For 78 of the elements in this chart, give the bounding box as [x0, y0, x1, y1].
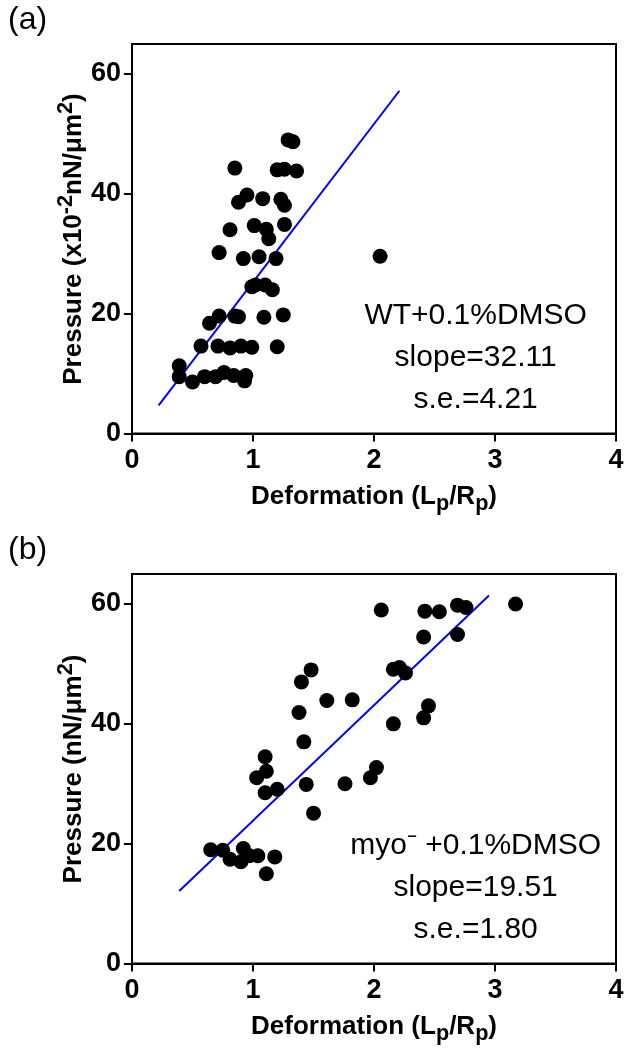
annotation: slope=19.51: [393, 868, 558, 902]
point: [431, 604, 447, 620]
point: [417, 603, 433, 619]
point: [306, 805, 322, 821]
x-axis-title: Deformation (L$_{p}$/R$_{p}$): [251, 1009, 498, 1046]
point: [257, 749, 273, 765]
x-tick-label: 2: [366, 444, 382, 475]
point: [337, 776, 353, 792]
point: [201, 315, 217, 331]
point: [416, 710, 432, 726]
point: [193, 338, 209, 354]
point: [257, 785, 273, 801]
x-tick-label: 4: [608, 974, 624, 1005]
y-tick-label: 60: [90, 587, 122, 618]
x-tick-label: 4: [608, 444, 624, 475]
point: [244, 339, 260, 355]
y-tick-label: 40: [90, 707, 122, 738]
chart-title: (a): [8, 0, 48, 37]
x-tick-label: 3: [487, 974, 503, 1005]
point: [293, 674, 309, 690]
point: [251, 249, 267, 265]
x-tick-label: 1: [245, 974, 261, 1005]
point: [319, 692, 335, 708]
point: [261, 231, 277, 247]
y-tick-label: 0: [106, 417, 122, 448]
point: [211, 245, 227, 261]
x-tick-label: 2: [366, 974, 382, 1005]
point: [246, 218, 262, 234]
x-tick-label: 3: [487, 444, 503, 475]
y-tick-label: 40: [90, 177, 122, 208]
point: [303, 662, 319, 678]
annotation: myo⁻ +0.1%DMSO: [350, 826, 602, 860]
point: [275, 307, 291, 323]
point: [385, 716, 401, 732]
annotation: WT+0.1%DMSO: [364, 296, 587, 330]
point: [508, 596, 524, 612]
annotation: slope=32.11: [394, 338, 557, 372]
point: [264, 282, 280, 298]
point: [269, 781, 285, 797]
y-tick-label: 0: [106, 947, 122, 978]
point: [276, 197, 292, 213]
point: [256, 309, 272, 325]
point: [416, 629, 432, 645]
point: [235, 251, 251, 267]
point: [344, 692, 360, 708]
point: [267, 849, 283, 865]
point: [276, 216, 292, 232]
point: [171, 369, 187, 385]
point: [296, 734, 312, 750]
point: [368, 760, 384, 776]
annotation: s.e.=1.80: [413, 910, 538, 944]
x-axis-title: Deformation (L$_{p}$/R$_{p}$): [251, 479, 498, 516]
y-tick-label: 20: [90, 297, 122, 328]
point: [458, 600, 474, 616]
y-tick-label: 20: [90, 827, 122, 858]
annotation: s.e.=4.21: [413, 380, 538, 414]
point: [420, 698, 436, 714]
point: [185, 374, 201, 390]
point: [211, 308, 227, 324]
point: [258, 763, 274, 779]
x-tick-label: 1: [245, 444, 261, 475]
point: [397, 665, 413, 681]
point: [291, 704, 307, 720]
point: [255, 191, 271, 207]
point: [373, 602, 389, 618]
point: [222, 222, 238, 238]
point: [258, 866, 274, 882]
point: [298, 776, 314, 792]
point: [268, 251, 284, 267]
point: [289, 163, 305, 179]
point: [285, 134, 301, 150]
point: [372, 248, 388, 264]
chart-title: (b): [8, 530, 48, 567]
y-tick-label: 60: [90, 57, 122, 88]
point: [269, 339, 285, 355]
point: [231, 194, 247, 210]
point: [450, 627, 465, 643]
point: [227, 160, 243, 176]
